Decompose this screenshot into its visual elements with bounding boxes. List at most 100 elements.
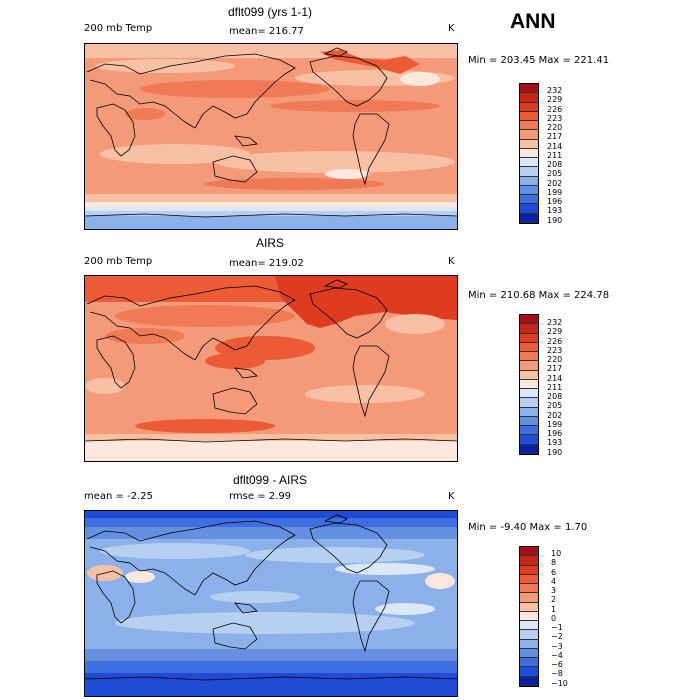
colorbar-level-label: 205 bbox=[547, 401, 563, 411]
panel2-unit: K bbox=[448, 256, 455, 267]
panel1-minmax: Min = 203.45 Max = 221.41 bbox=[468, 55, 610, 66]
colorbar-swatch bbox=[520, 333, 538, 343]
colorbar-swatch bbox=[520, 667, 538, 677]
colorbar-swatch bbox=[520, 389, 538, 399]
colorbar-level-label: 4 bbox=[551, 576, 557, 586]
colorbar-swatch bbox=[520, 593, 538, 603]
colorbar-level-label: 208 bbox=[547, 160, 563, 170]
colorbar-level-label: 232 bbox=[547, 86, 563, 95]
colorbar-level-label: −3 bbox=[551, 641, 563, 651]
colorbar-swatch bbox=[520, 416, 538, 427]
panel2-mean-label: mean= 219.02 bbox=[229, 258, 304, 269]
colorbar-level-label: 202 bbox=[547, 178, 563, 188]
colorbar-level-label: 196 bbox=[547, 429, 563, 439]
colorbar-level-label: 0 bbox=[551, 613, 557, 623]
colorbar-swatch bbox=[520, 574, 538, 585]
colorbar-swatch bbox=[520, 584, 538, 594]
colorbar-level-label: 208 bbox=[547, 392, 563, 402]
colorbar-level-label: 226 bbox=[547, 104, 563, 114]
colorbar-level-label: 205 bbox=[547, 169, 563, 179]
colorbar-swatch bbox=[520, 176, 538, 186]
colorbar-level-label: −10 bbox=[551, 678, 568, 688]
colorbar-swatch bbox=[520, 130, 538, 140]
colorbar-level-label: 6 bbox=[551, 567, 557, 577]
colorbar-level-label: 223 bbox=[547, 345, 563, 355]
colorbar-level-label: 3 bbox=[551, 586, 557, 596]
colorbar-swatch bbox=[520, 84, 538, 94]
colorbar-swatch bbox=[520, 648, 538, 659]
colorbar-swatch bbox=[520, 565, 538, 575]
colorbar-swatch bbox=[520, 444, 538, 454]
panel3-colorbar bbox=[519, 546, 539, 687]
colorbar-swatch bbox=[520, 630, 538, 640]
panel1-variable-label: 200 mb Temp bbox=[84, 23, 153, 34]
panel1-unit: K bbox=[448, 23, 455, 34]
colorbar-swatch bbox=[520, 93, 538, 103]
colorbar-level-label: −2 bbox=[551, 632, 563, 642]
colorbar-level-label: −8 bbox=[551, 669, 563, 679]
colorbar-level-label: 220 bbox=[547, 123, 563, 133]
colorbar-swatch bbox=[520, 556, 538, 566]
colorbar-swatch bbox=[520, 148, 538, 159]
colorbar-swatch bbox=[520, 352, 538, 362]
colorbar-level-label: −6 bbox=[551, 660, 563, 670]
panel3-rmse-label: rmse = 2.99 bbox=[229, 491, 292, 502]
colorbar-level-label: 199 bbox=[547, 187, 563, 197]
colorbar-swatch bbox=[520, 621, 538, 631]
colorbar-level-label: 214 bbox=[547, 141, 563, 151]
colorbar-swatch bbox=[520, 547, 538, 557]
colorbar-level-label: 199 bbox=[547, 419, 563, 429]
colorbar-level-label: 229 bbox=[547, 95, 563, 105]
colorbar-level-label: 223 bbox=[547, 113, 563, 123]
colorbar-level-label: 190 bbox=[547, 215, 563, 225]
colorbar-level-label: 190 bbox=[547, 447, 563, 457]
colorbar-level-label: 1 bbox=[551, 604, 557, 614]
colorbar-swatch bbox=[520, 435, 538, 445]
colorbar-level-label: 226 bbox=[547, 336, 563, 346]
colorbar-swatch bbox=[520, 639, 538, 649]
colorbar-swatch bbox=[520, 324, 538, 334]
panel1-colorbar-labels: 232 229 226 223 220 217 214 211 208 205 202 199 196 1… bbox=[547, 86, 562, 225]
colorbar-level-label: 217 bbox=[547, 364, 563, 374]
colorbar-level-label: 202 bbox=[547, 410, 563, 420]
panel1-colorbar bbox=[519, 83, 539, 224]
colorbar-swatch bbox=[520, 158, 538, 168]
colorbar-level-label: 232 bbox=[547, 318, 563, 327]
colorbar-swatch bbox=[520, 658, 538, 668]
colorbar-level-label: 193 bbox=[547, 438, 563, 448]
colorbar-swatch bbox=[520, 185, 538, 196]
panel3-unit: K bbox=[448, 491, 455, 502]
panel1-map bbox=[84, 43, 458, 230]
colorbar-swatch bbox=[520, 213, 538, 223]
colorbar-swatch bbox=[520, 398, 538, 408]
colorbar-level-label: 8 bbox=[551, 558, 557, 568]
colorbar-level-label: 211 bbox=[547, 150, 563, 160]
panel2-map bbox=[84, 275, 458, 462]
colorbar-swatch bbox=[520, 111, 538, 122]
colorbar-level-label: 217 bbox=[547, 132, 563, 142]
panel2-title: AIRS bbox=[255, 236, 284, 250]
colorbar-swatch bbox=[520, 121, 538, 131]
panel2-variable-label: 200 mb Temp bbox=[84, 256, 153, 267]
colorbar-swatch bbox=[520, 407, 538, 417]
colorbar-swatch bbox=[520, 379, 538, 390]
panel1-title: dflt099 (yrs 1-1) bbox=[227, 5, 313, 19]
colorbar-level-label: 220 bbox=[547, 355, 563, 365]
panel2-minmax: Min = 210.68 Max = 224.78 bbox=[468, 290, 610, 301]
colorbar-level-label: −1 bbox=[551, 623, 563, 633]
panel3-mean-label: mean = -2.25 bbox=[84, 491, 153, 502]
colorbar-swatch bbox=[520, 167, 538, 177]
colorbar-swatch bbox=[520, 315, 538, 325]
colorbar-swatch bbox=[520, 370, 538, 380]
colorbar-level-label: 2 bbox=[551, 595, 557, 605]
colorbar-swatch bbox=[520, 426, 538, 436]
colorbar-swatch bbox=[520, 139, 538, 149]
season-label: ANN bbox=[510, 10, 556, 33]
colorbar-swatch bbox=[520, 102, 538, 112]
panel3-map bbox=[84, 510, 458, 697]
colorbar-swatch bbox=[520, 361, 538, 371]
colorbar-swatch bbox=[520, 611, 538, 622]
colorbar-level-label: 10 bbox=[551, 549, 562, 558]
colorbar-swatch bbox=[520, 195, 538, 205]
colorbar-level-label: 211 bbox=[547, 382, 563, 392]
